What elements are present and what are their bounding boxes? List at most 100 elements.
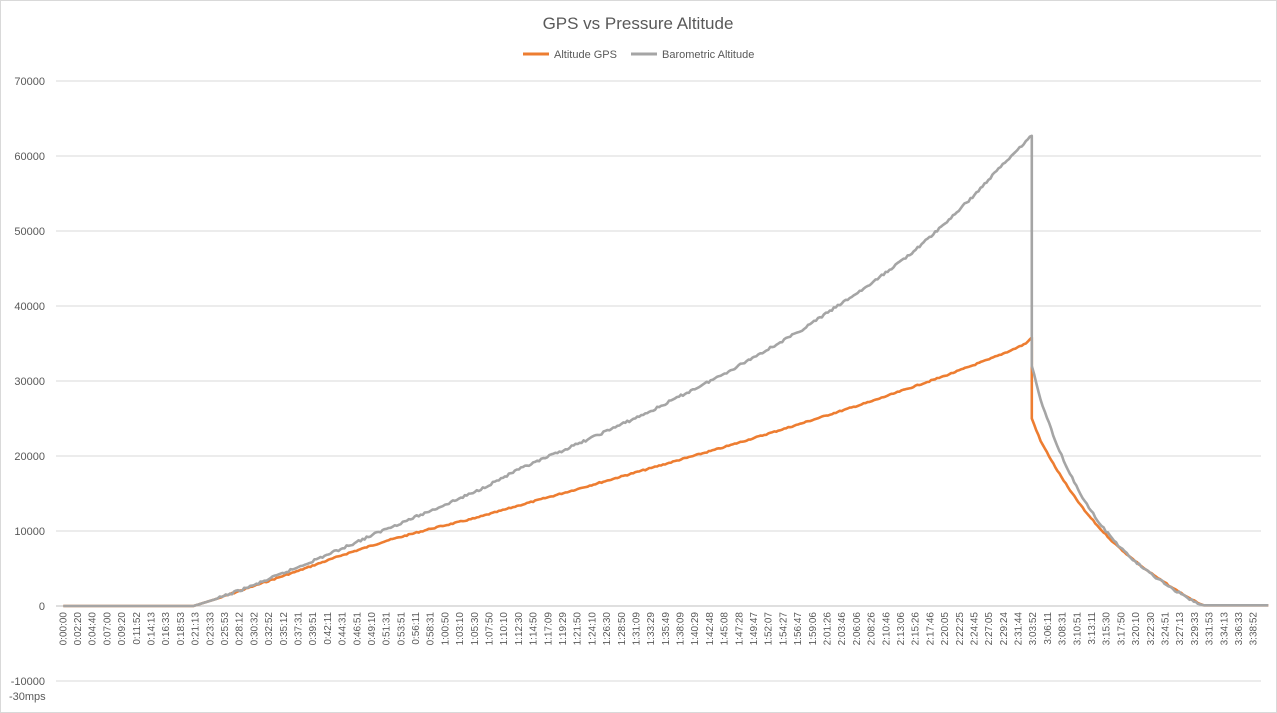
gridlines (56, 80, 1261, 682)
x-tick-label: 2:10:46 (881, 612, 892, 646)
x-tick-label: 0:25:53 (220, 612, 231, 646)
x-tick-label: 2:03:46 (837, 612, 848, 646)
x-tick-label: 3:13:11 (1087, 612, 1098, 645)
x-tick-label: 3:06:11 (1043, 612, 1054, 645)
x-tick-label: 1:47:28 (734, 612, 745, 646)
x-tick-label: 0:37:31 (293, 612, 304, 646)
x-tick-label: 2:20:05 (940, 612, 951, 646)
x-tick-label: 0:11:52 (132, 612, 143, 645)
x-tick-label: 1:00:50 (440, 612, 451, 646)
x-tick-label: 0:04:40 (88, 612, 99, 646)
x-tick-label: 0:16:33 (161, 612, 172, 646)
y-tick-label: 10000 (14, 526, 45, 538)
x-tick-label: 0:09:20 (117, 612, 128, 646)
x-tick-label: 3:38:52 (1249, 612, 1260, 646)
x-tick-label: 0:28:12 (235, 612, 246, 646)
x-tick-label: 0:32:52 (264, 612, 275, 646)
x-tick-label: 3:24:51 (1160, 612, 1171, 646)
y-tick-label: 30000 (14, 376, 45, 388)
x-tick-label: 0:39:51 (308, 612, 319, 646)
x-tick-label: 2:06:06 (852, 612, 863, 646)
x-tick-label: 1:42:48 (705, 612, 716, 646)
x-tick-label: 2:24:45 (969, 612, 980, 646)
x-tick-label: 1:14:50 (529, 612, 540, 646)
x-tick-label: 1:19:29 (558, 612, 569, 646)
x-tick-label: 0:35:12 (279, 612, 290, 646)
x-tick-label: 3:22:30 (1146, 612, 1157, 646)
x-tick-label: 0:42:11 (323, 612, 334, 645)
x-tick-label: 0:18:53 (176, 612, 187, 646)
x-tick-label: 2:31:44 (1014, 612, 1025, 646)
x-tick-label: 2:22:25 (955, 612, 966, 646)
x-tick-label: 0:49:10 (367, 612, 378, 646)
x-tick-label: 0:30:32 (249, 612, 260, 646)
legend-label-altitude-gps: Altitude GPS (554, 49, 617, 61)
series-lines (63, 134, 1269, 608)
x-tick-label: 3:17:50 (1116, 612, 1127, 646)
y-tick-label: 20000 (14, 451, 45, 463)
legend-label-barometric-altitude: Barometric Altitude (662, 49, 754, 61)
chart-title: GPS vs Pressure Altitude (543, 14, 734, 33)
x-tick-label: 1:40:29 (690, 612, 701, 646)
x-tick-label: 1:59:06 (808, 612, 819, 646)
series-line-altitude-gps (63, 336, 1269, 608)
x-tick-label: 3:03:52 (1028, 612, 1039, 646)
x-tick-label: 3:31:53 (1205, 612, 1216, 646)
x-tick-label: 0:44:31 (338, 612, 349, 646)
x-tick-label: 0:07:00 (102, 612, 113, 646)
x-tick-label: 1:33:29 (646, 612, 657, 646)
x-tick-label: 0:58:31 (426, 612, 437, 646)
x-tick-label: 3:29:33 (1190, 612, 1201, 646)
x-tick-label: 0:56:11 (411, 612, 422, 645)
y-tick-label: 40000 (14, 301, 45, 313)
series-line-barometric-altitude (63, 134, 1269, 608)
x-tick-label: 1:07:50 (485, 612, 496, 646)
y-tick-label: 60000 (14, 151, 45, 163)
legend: Altitude GPS Barometric Altitude (523, 49, 754, 61)
x-tick-label: 0:21:13 (191, 612, 202, 646)
x-tick-label: 3:15:30 (1102, 612, 1113, 646)
y-tick-label: -10000 (11, 676, 45, 688)
x-tick-label: 1:26:30 (602, 612, 613, 646)
x-tick-label: 1:03:10 (455, 612, 466, 646)
x-tick-label: 1:54:27 (778, 612, 789, 646)
y-tick-label: 70000 (14, 76, 45, 88)
x-tick-label: 3:08:31 (1058, 612, 1069, 646)
x-tick-label: 0:46:51 (352, 612, 363, 646)
y-axis-ticks: -10000 0 10000 20000 30000 40000 50000 60000 700… (11, 76, 45, 688)
x-tick-label: 2:13:06 (896, 612, 907, 646)
x-tick-label: 1:49:47 (749, 612, 760, 646)
x-tick-label: 2:01:26 (822, 612, 833, 646)
x-tick-label: 0:53:51 (396, 612, 407, 646)
x-axis-ticks: 0:00:00 0:02:20 0:04:40 0:07:00 0:09:20 0:11:… (58, 612, 1259, 646)
annotation-label: -30mps (9, 691, 46, 703)
x-tick-label: 2:08:26 (867, 612, 878, 646)
x-tick-label: 0:02:20 (73, 612, 84, 646)
x-tick-label: 1:52:07 (764, 612, 775, 646)
x-tick-label: 3:36:33 (1234, 612, 1245, 646)
x-tick-label: 1:17:09 (543, 612, 554, 646)
x-tick-label: 1:24:10 (587, 612, 598, 646)
x-tick-label: 1:21:50 (573, 612, 584, 646)
x-tick-label: 3:20:10 (1131, 612, 1142, 646)
y-tick-label: 50000 (14, 226, 45, 238)
x-tick-label: 2:27:05 (984, 612, 995, 646)
x-tick-label: 0:00:00 (58, 612, 69, 646)
x-tick-label: 2:15:26 (911, 612, 922, 646)
y-tick-label: 0 (39, 601, 45, 613)
x-tick-label: 2:29:24 (999, 612, 1010, 646)
x-tick-label: 1:45:08 (720, 612, 731, 646)
x-tick-label: 3:27:13 (1175, 612, 1186, 646)
x-tick-label: 1:05:30 (470, 612, 481, 646)
x-tick-label: 3:34:13 (1219, 612, 1230, 646)
x-tick-label: 3:10:51 (1072, 612, 1083, 646)
x-tick-label: 1:56:47 (793, 612, 804, 646)
x-tick-label: 1:28:50 (617, 612, 628, 646)
x-tick-label: 1:31:09 (631, 612, 642, 646)
x-tick-label: 2:17:46 (925, 612, 936, 646)
x-tick-label: 0:23:33 (205, 612, 216, 646)
x-tick-label: 1:12:30 (514, 612, 525, 646)
x-tick-label: 1:10:10 (499, 612, 510, 646)
